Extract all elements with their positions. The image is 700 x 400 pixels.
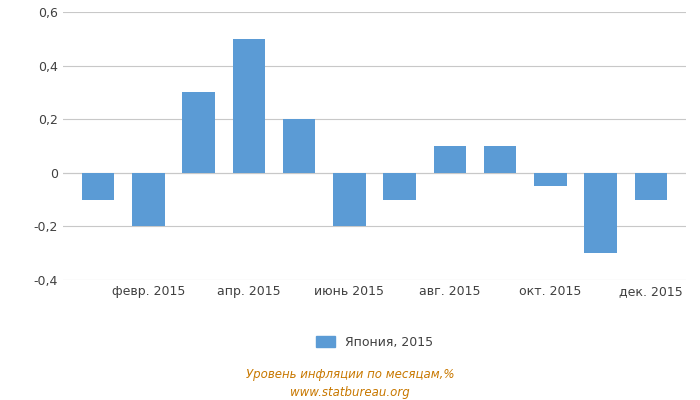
Legend: Япония, 2015: Япония, 2015 — [311, 331, 438, 354]
Bar — [634, 173, 667, 200]
Bar — [182, 92, 215, 173]
Bar — [433, 146, 466, 173]
Bar — [484, 146, 517, 173]
Bar — [534, 173, 567, 186]
Text: www.statbureau.org: www.statbureau.org — [290, 386, 410, 399]
Bar — [333, 173, 365, 226]
Bar — [82, 173, 115, 200]
Bar — [232, 39, 265, 173]
Bar — [132, 173, 164, 226]
Text: Уровень инфляции по месяцам,%: Уровень инфляции по месяцам,% — [246, 368, 454, 381]
Bar — [384, 173, 416, 200]
Bar — [584, 173, 617, 253]
Bar — [283, 119, 316, 173]
